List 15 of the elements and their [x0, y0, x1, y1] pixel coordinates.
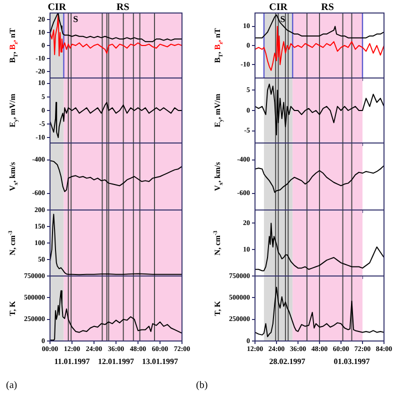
text: (a)	[6, 380, 18, 391]
band-label: RS	[116, 2, 130, 13]
text: 28.02.1997	[269, 357, 306, 366]
band-label: CIR	[269, 2, 288, 13]
text: 11.01.1997	[54, 357, 90, 366]
y-axis-title: T, K	[8, 300, 17, 316]
band-label: RS	[321, 2, 334, 13]
y-axis-title: T, K	[213, 300, 222, 316]
band-label: CIR	[48, 2, 67, 13]
text: (b)	[196, 380, 208, 391]
ref-line-label: S	[73, 14, 78, 24]
text: 12.01.1997	[98, 357, 134, 366]
text: 01.03.1997	[334, 357, 370, 366]
ref-line-label: S	[280, 14, 286, 24]
text: 13.01.1997	[142, 357, 178, 366]
